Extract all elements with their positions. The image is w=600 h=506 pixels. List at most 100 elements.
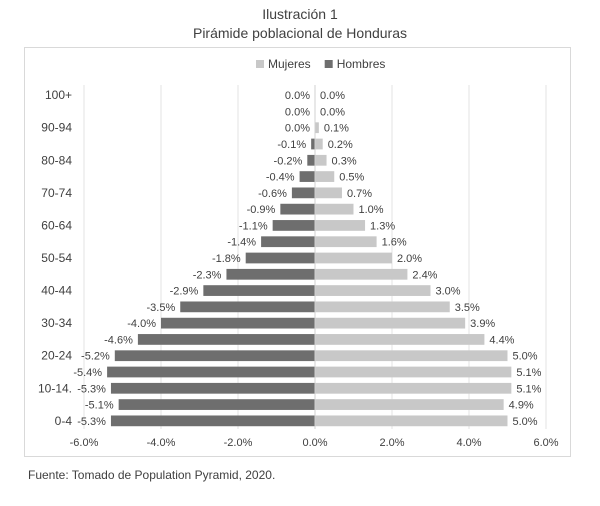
bar-hombres [226,268,315,280]
x-tick-label: 0.0% [302,437,327,449]
bar-hombres [118,399,316,410]
y-tick-label: 70-74 [41,186,72,200]
population-pyramid-chart: -6.0% -4.0% -2.0% 0.0% 2.0% 4.0% 6.0% Mujeres Ho… [38,57,559,449]
bar-mujeres [315,366,512,378]
data-label-hombres: -1.8% [212,253,241,265]
data-label-mujeres: 0.1% [324,123,349,135]
bar-mujeres [315,187,342,199]
data-label-hombres: -0.2% [274,155,303,167]
data-label-hombres: -0.4% [266,172,295,184]
data-label-mujeres: 0.7% [347,188,372,200]
bar-mujeres [315,334,485,345]
bar-hombres [280,203,315,215]
bar-hombres [245,252,315,264]
data-label-mujeres: 1.6% [382,237,407,249]
bar-mujeres [315,138,323,150]
bar-mujeres [315,301,450,313]
data-label-hombres: -5.3% [77,383,106,395]
bar-hombres [161,317,315,329]
bar-mujeres [315,382,512,394]
x-tick-label: 4.0% [456,437,481,449]
bar-mujeres [315,236,377,248]
data-label-mujeres: 5.1% [516,367,541,379]
data-label-hombres: 0.0% [285,106,310,118]
bar-hombres [299,171,315,182]
data-label-mujeres: 5.1% [516,383,541,395]
figure-subtitle: Pirámide poblacional de Honduras [192,25,408,41]
data-label-hombres: -3.5% [147,302,176,314]
data-label-hombres: -0.6% [258,188,287,200]
data-label-hombres: 0.0% [285,123,310,135]
bar-mujeres [315,350,508,362]
y-tick-label: 20-24 [41,349,72,363]
chart-frame [24,47,571,457]
bar-hombres [107,366,315,378]
y-tick-label: 40-44 [41,284,72,298]
bar-hombres [180,301,315,313]
data-label-mujeres: 5.0% [513,416,538,428]
legend-swatch [256,60,264,68]
bar-mujeres [315,154,327,166]
legend-label: Mujeres [268,57,311,71]
y-tick-label: 100+ [45,88,72,102]
y-tick-label: 10-14. [38,381,72,395]
data-label-hombres: -1.1% [239,220,268,232]
data-label-hombres: -4.0% [127,318,156,330]
data-label-mujeres: 0.3% [332,155,357,167]
data-label-hombres: -5.4% [73,367,102,379]
bar-mujeres [315,268,408,280]
bar-hombres [110,382,315,394]
bar-mujeres [315,252,392,264]
bar-mujeres [315,122,319,134]
bar-mujeres [315,399,504,410]
y-tick-label: 50-54 [41,251,72,265]
bar-mujeres [315,415,508,427]
data-label-mujeres: 3.5% [455,302,480,314]
data-label-hombres: -1.4% [227,237,256,249]
x-tick-label: 6.0% [533,437,558,449]
data-label-mujeres: 5.0% [513,351,538,363]
data-label-mujeres: 2.4% [412,269,437,281]
data-label-mujeres: 0.0% [320,106,345,118]
data-label-mujeres: 1.0% [359,204,384,216]
bar-hombres [203,285,315,296]
figure-title: Ilustración 1 [262,6,338,22]
y-tick-label: 0-4 [55,414,73,428]
data-label-hombres: -2.3% [193,269,222,281]
data-label-mujeres: 4.9% [509,400,534,412]
bar-hombres [307,154,315,166]
x-tick-label: -6.0% [70,437,99,449]
bar-hombres [137,334,315,345]
data-label-mujeres: 2.0% [397,253,422,265]
data-label-mujeres: 0.5% [339,172,364,184]
bar-mujeres [315,317,466,329]
bar-mujeres [315,203,354,215]
x-tick-label: -2.0% [224,437,253,449]
data-label-hombres: -4.6% [104,334,133,346]
bar-hombres [261,236,315,248]
data-label-hombres: -0.1% [277,139,306,151]
data-label-hombres: 0.0% [285,90,310,102]
x-tick-label: 2.0% [379,437,404,449]
data-label-hombres: -5.1% [85,400,114,412]
x-tick-label: -4.0% [147,437,176,449]
data-label-hombres: -5.2% [81,351,110,363]
y-tick-label: 90-94 [41,121,72,135]
y-tick-label: 80-84 [41,153,72,167]
data-label-mujeres: 0.0% [320,90,345,102]
legend-label: Hombres [337,57,386,71]
figure-source: Fuente: Tomado de Population Pyramid, 20… [28,468,276,482]
bar-hombres [311,138,315,150]
data-label-mujeres: 3.0% [436,286,461,298]
y-tick-label: 60-64 [41,218,72,232]
bar-hombres [272,220,315,231]
bar-mujeres [315,285,431,296]
data-label-hombres: -0.9% [247,204,276,216]
bar-mujeres [315,220,366,231]
data-label-mujeres: 3.9% [470,318,495,330]
data-label-mujeres: 1.3% [370,220,395,232]
data-label-hombres: -5.3% [77,416,106,428]
data-label-mujeres: 4.4% [489,334,514,346]
bar-hombres [291,187,315,199]
data-label-hombres: -2.9% [170,286,199,298]
